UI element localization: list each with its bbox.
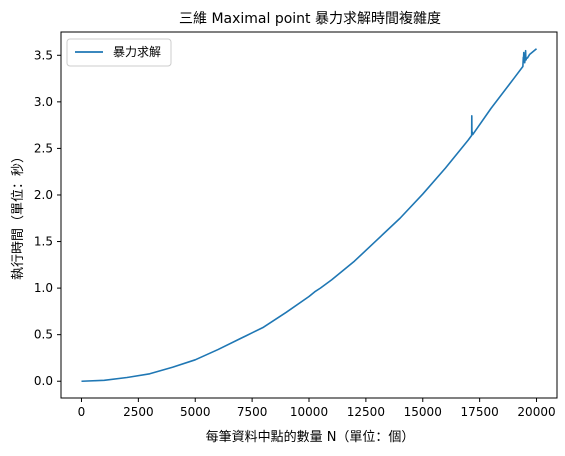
- y-tick-label: 0.5: [34, 328, 53, 342]
- x-tick-label: 10000: [290, 405, 328, 419]
- y-axis: 0.0 0.5 1.0 1.5 2.0 2.5 3.0 3.5: [34, 48, 61, 388]
- x-tick-label: 5000: [180, 405, 211, 419]
- y-tick-label: 1.5: [34, 235, 53, 249]
- legend-label-brute-force: 暴力求解: [113, 45, 161, 59]
- y-tick-label: 1.0: [34, 281, 53, 295]
- legend-box: [66, 38, 172, 67]
- plot-frame: [60, 31, 558, 399]
- y-axis-title: 執行時間（單位：秒）: [10, 150, 26, 280]
- x-tick-label: 20000: [517, 405, 555, 419]
- series-line-brute-force: [81, 48, 538, 383]
- x-tick-label: 15000: [404, 405, 442, 419]
- x-tick-label: 0: [78, 405, 86, 419]
- legend: 暴力求解: [66, 38, 172, 67]
- x-tick-label: 17500: [461, 405, 499, 419]
- y-tick-label: 3.0: [34, 95, 53, 109]
- x-axis: 0 2500 5000 7500 10000 12500 15000 17500 20000: [78, 398, 556, 419]
- x-tick-label: 2500: [123, 405, 154, 419]
- x-axis-title: 每筆資料中點的數量 N（單位：個）: [206, 429, 415, 445]
- y-tick-label: 3.5: [34, 48, 53, 62]
- y-tick-label: 0.0: [34, 374, 53, 388]
- chart-title: 三維 Maximal point 暴力求解時間複雜度: [179, 10, 441, 27]
- x-tick-label: 7500: [237, 405, 268, 419]
- y-tick-label: 2.0: [34, 188, 53, 202]
- x-tick-label: 12500: [347, 405, 385, 419]
- y-tick-label: 2.5: [34, 141, 53, 155]
